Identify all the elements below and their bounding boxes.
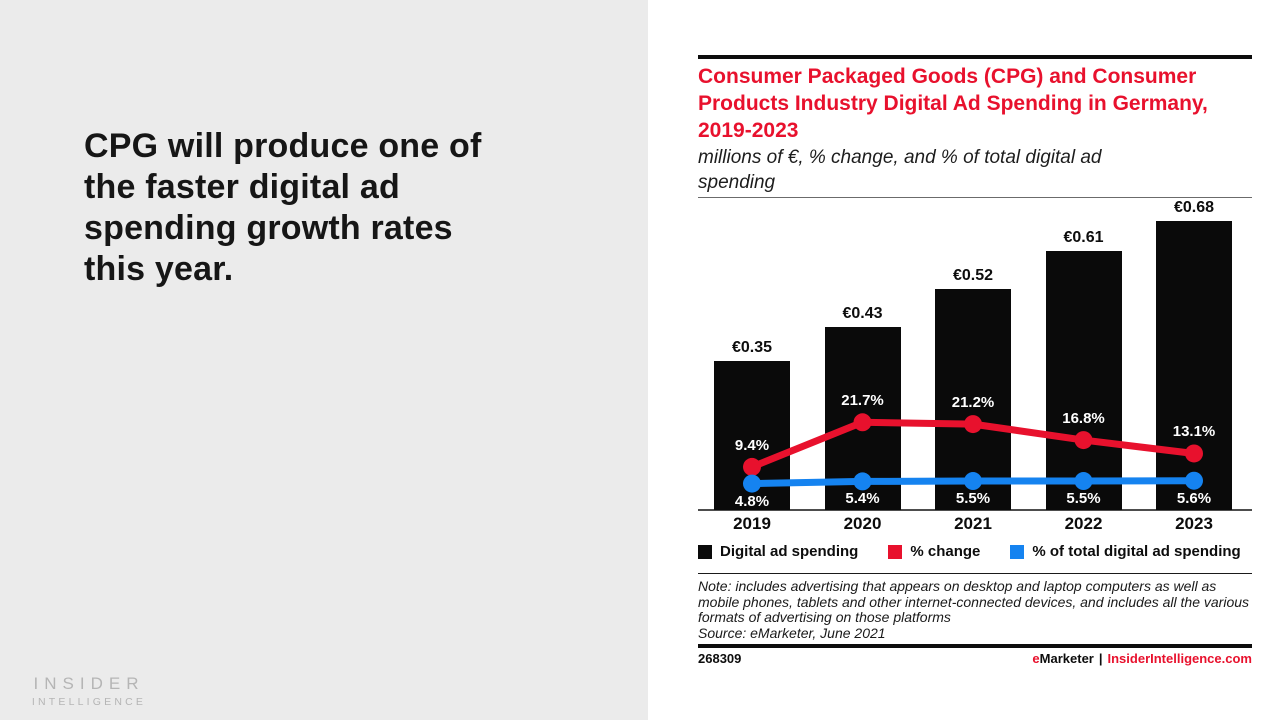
note-text: Note: includes advertising that appears …: [698, 578, 1250, 625]
x-axis-label-2020: 2020: [843, 514, 882, 533]
data-point: [743, 474, 761, 493]
pct-of-total-label: 5.5%: [955, 490, 991, 508]
x-axis-label-2022: 2022: [1064, 514, 1103, 533]
logo-line-insider: INSIDER: [33, 674, 145, 693]
bar-value-label: €0.35: [731, 339, 773, 356]
legend-divider: [698, 573, 1252, 574]
legend-swatch: [698, 544, 712, 559]
legend-item-digital-ad-spending: Digital ad spending: [698, 543, 858, 560]
data-point: [853, 413, 872, 432]
logo-line-intelligence: INTELLIGENCE: [31, 696, 147, 708]
bar-value-label: €0.68: [1173, 199, 1215, 216]
report-panel: Consumer Packaged Goods (CPG) and Consum…: [648, 0, 1280, 720]
report-content: Consumer Packaged Goods (CPG) and Consum…: [698, 0, 1252, 720]
note-block: Note: includes advertising that appears …: [698, 578, 1258, 641]
line-series-layer: [743, 413, 1203, 493]
insider-intelligence-link[interactable]: InsiderIntelligence.com: [1107, 651, 1253, 666]
chart-id: 268309: [698, 651, 742, 666]
x-axis-label-2023: 2023: [1175, 514, 1213, 533]
legend-swatch: [888, 544, 903, 559]
data-point: [964, 415, 982, 434]
footer: 268309 eMarketer | InsiderIntelligence.com: [698, 651, 1252, 666]
legend-label: % of total digital ad spending: [1032, 543, 1241, 560]
pct-of-total-label: 5.4%: [845, 490, 880, 508]
bar-value-label: €0.61: [1063, 229, 1104, 246]
emarketer-logo-e: e: [1032, 651, 1040, 666]
data-point: [1074, 472, 1093, 491]
chart: €0.35 2019 €0.43 2020 €0.52 2021 €0.61 2022 €0.6…: [698, 199, 1252, 538]
chart-subtitle: millions of €, % change, and % of total …: [698, 147, 1102, 193]
legend-label: Digital ad spending: [720, 543, 859, 560]
x-axis-label-2019: 2019: [733, 514, 771, 533]
x-axis-line: [698, 509, 1252, 511]
top-divider: [698, 55, 1252, 59]
legend-item-pct-of-total: % of total digital ad spending: [1010, 543, 1241, 560]
pct-change-label: 9.4%: [734, 436, 770, 454]
data-point: [964, 472, 982, 491]
pct-of-total-label: 5.6%: [1176, 489, 1212, 507]
legend: Digital ad spending % change % of total …: [698, 543, 1252, 560]
headline: CPG will produce one of the faster digit…: [84, 127, 482, 288]
data-point: [1074, 431, 1093, 450]
pct-change-label: 16.8%: [1062, 410, 1105, 428]
bar-value-label: €0.52: [952, 267, 994, 284]
pct-change-label: 13.1%: [1172, 423, 1216, 441]
bar-2022: [1045, 251, 1122, 510]
x-axis-label-2021: 2021: [954, 514, 992, 533]
footer-divider: [698, 644, 1252, 648]
pct-change-label: 21.7%: [841, 392, 884, 410]
pct-of-total-label: 4.8%: [734, 492, 770, 510]
data-point: [1185, 471, 1203, 490]
data-point: [853, 472, 872, 491]
title-divider: [698, 197, 1252, 198]
source-text: Source: eMarketer, June 2021: [698, 624, 886, 641]
legend-label: % change: [910, 543, 981, 560]
left-panel: CPG will produce one of the faster digit…: [24, 127, 482, 708]
brand-line: eMarketer | InsiderIntelligence.com: [1032, 651, 1252, 666]
bar-value-label: €0.43: [842, 305, 883, 322]
pct-change-label: 21.2%: [951, 394, 995, 412]
pct-of-total-label: 5.5%: [1066, 490, 1101, 508]
chart-title: Consumer Packaged Goods (CPG) and Consum…: [698, 65, 1208, 142]
insider-intelligence-logo: INSIDER INTELLIGENCE: [24, 674, 154, 708]
brand-separator: |: [1098, 651, 1103, 666]
emarketer-logo-marketer: Marketer: [1039, 651, 1094, 666]
data-point: [743, 457, 761, 476]
legend-item-pct-change: % change: [888, 543, 980, 560]
data-point: [1185, 444, 1203, 463]
legend-swatch: [1010, 544, 1025, 559]
